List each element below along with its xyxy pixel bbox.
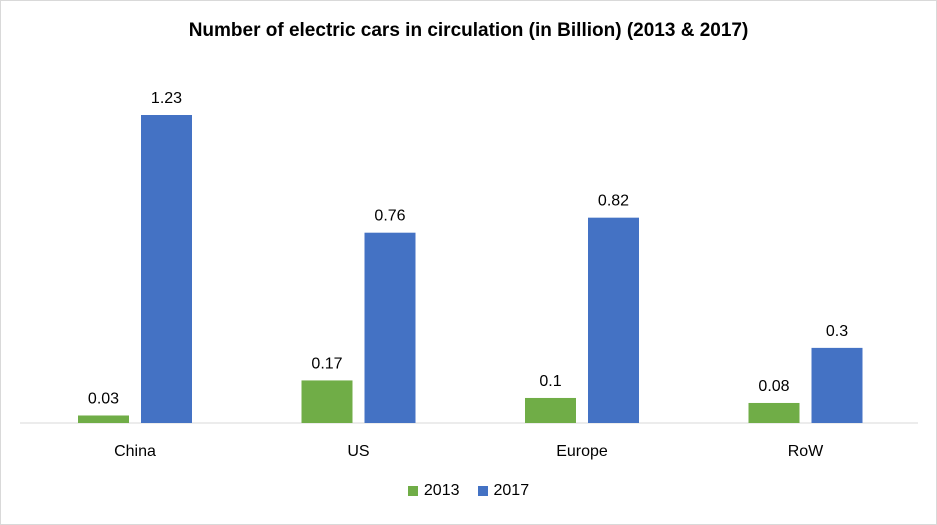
bar-us-2017 [364,232,416,423]
legend: 2013 2017 [0,482,937,500]
data-label-row-2017: 0.3 [826,323,848,340]
category-label-row: RoW [788,443,824,460]
legend-item-2017: 2017 [477,482,530,500]
legend-label-2017: 2017 [493,482,530,499]
category-label-us: US [347,443,369,460]
legend-label-2013: 2013 [423,482,460,499]
data-label-us-2013: 0.17 [311,355,342,372]
bar-row-2017 [811,347,863,423]
data-label-europe-2013: 0.1 [539,373,561,390]
bar-row-2013 [748,402,800,423]
category-label-europe: Europe [556,443,608,460]
data-label-china-2013: 0.03 [88,390,119,407]
bar-china-2013 [78,415,129,423]
legend-item-2013: 2013 [407,482,460,500]
data-label-europe-2017: 0.82 [598,193,629,210]
category-label-china: China [114,443,156,460]
bar-china-2017 [141,115,192,423]
legend-swatch-2013 [407,486,418,496]
legend-swatch-2017 [477,486,488,496]
bar-us-2013 [301,380,353,423]
chart-title: Number of electric cars in circulation (… [188,20,749,41]
bar-europe-2013 [525,397,576,423]
data-label-us-2017: 0.76 [374,208,405,225]
bar-europe-2017 [588,217,639,423]
data-label-china-2017: 1.23 [151,90,182,107]
data-label-row-2013: 0.08 [758,378,789,395]
